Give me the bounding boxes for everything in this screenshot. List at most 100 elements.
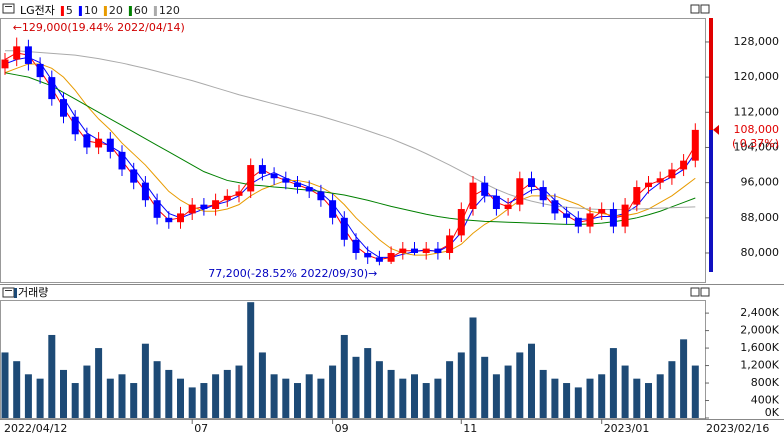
panel-menu-icon[interactable] [2,3,15,14]
candle-body [130,169,138,183]
candle-body [270,173,278,179]
volume-bar [598,374,606,418]
volume-bar [574,387,582,418]
x-tick-label: 07 [194,422,208,435]
max-annotation: ←129,000(19.44% 2022/04/14) [13,21,185,34]
maximize-button[interactable] [690,4,700,14]
volume-bar [539,369,547,418]
volume-bar [528,343,535,418]
volume-bar [153,361,161,418]
candle-body [223,195,231,201]
volume-bar [317,378,325,418]
volume-bar [200,383,208,418]
legend-swatch [103,6,107,16]
volume-bar [188,387,196,418]
volume-bar [95,348,103,418]
volume-bar [492,374,500,418]
volume-bar [13,361,21,418]
y-tick-label: 2,400K [740,306,779,319]
candle-body [645,182,652,188]
x-tick-label: 11 [463,422,477,435]
candle-body [36,63,44,78]
candle-body [153,200,161,218]
volume-bar [411,374,418,418]
close-button[interactable] [700,287,710,297]
candle-body [691,129,699,161]
candle-body [598,209,606,214]
candle-body [516,178,524,205]
candle-body [469,182,477,210]
volume-bar [165,369,173,418]
volume-bar [294,383,301,418]
candle-body [668,169,676,179]
volume-bar [434,378,442,418]
volume-bar [177,378,184,418]
volume-bar [235,365,243,418]
volume-bar [48,334,56,418]
candle-body [504,204,512,210]
volume-bar [375,361,383,418]
volume-bar [60,369,67,418]
maximize-button[interactable] [690,287,700,297]
volume-bar [516,352,524,418]
panel-menu-icon[interactable] [2,287,15,298]
candle-body [141,182,149,201]
volume-bar [481,356,489,418]
volume-bar [446,361,454,418]
volume-bar [633,378,641,418]
x-tick-label: 09 [335,422,349,435]
candle-body [621,204,629,227]
y-tick-label: 2,000K [740,324,779,337]
candle-body [492,195,500,210]
x-tick-label: 2023/01 [604,422,650,435]
candle-body [563,213,571,218]
candle-body [95,138,103,148]
y-tick-label: 400K [751,394,780,407]
volume-bar [258,352,266,418]
moving-average-line [5,50,696,210]
candle-body [1,59,9,69]
legend-label: 120 [159,4,180,17]
candle-body [352,239,360,253]
close-button[interactable] [700,4,710,14]
candle-body [574,217,582,227]
candle-body [551,200,559,214]
candle-body [294,182,301,188]
y-tick-label: 1,600K [740,341,779,354]
candle-body [481,182,489,196]
candle-body [539,187,547,201]
volume-bar [212,374,220,418]
volume-bar [24,374,32,418]
volume-bar [106,378,114,418]
legend-swatch [14,288,17,298]
volume-bar [457,352,465,418]
gauge-up [709,18,713,130]
legend-label: 10 [84,4,98,17]
candle-body [340,217,348,240]
volume-bar [1,352,9,418]
y-tick-label: 128,000 [734,35,780,48]
candle-body [165,217,173,223]
volume-bar [504,365,512,418]
candle-body [411,248,418,253]
volume-bar [668,361,676,418]
candle-body [282,178,290,183]
volume-bar [399,378,407,418]
candle-body [71,116,79,135]
volume-bar [563,383,571,418]
volume-bar [680,339,688,418]
candle-body [446,235,454,253]
price-frame [0,18,706,283]
volume-bar [340,334,348,418]
y-tick-label: 104,000 [734,140,780,153]
candle-body [48,77,56,100]
legend-label: 5 [66,4,73,17]
x-tick-label: 2023/02/16 [706,422,769,435]
volume-bar [422,383,430,418]
volume-bar [621,365,629,418]
volume-bar [387,369,395,418]
candle-body [235,191,243,196]
y-tick-label: 800K [751,376,780,389]
volume-bar [691,365,699,418]
